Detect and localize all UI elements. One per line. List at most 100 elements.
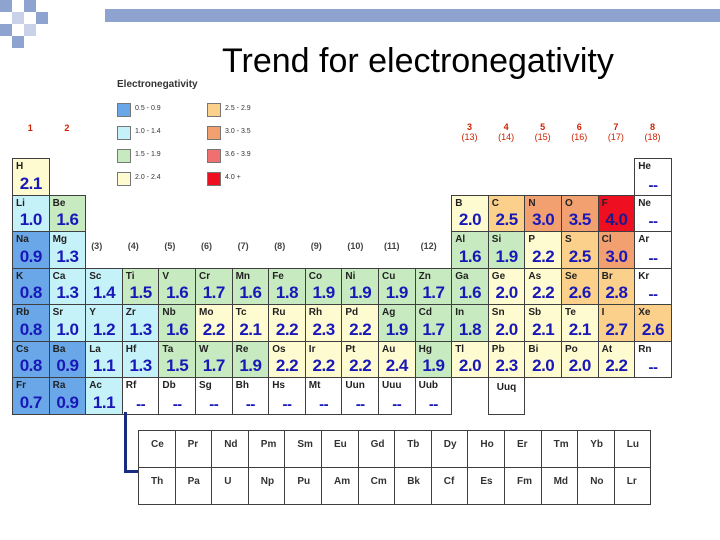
element-cell-ag: Ag 1.9 <box>378 304 416 342</box>
group-iupac-number: (15) <box>534 132 551 142</box>
element-symbol: Uuq <box>496 382 517 393</box>
element-cell-sr: Sr 1.0 <box>48 304 87 342</box>
f-block-cell-ho: Ho <box>467 430 505 468</box>
transition-group-label: (11) <box>384 241 400 251</box>
element-symbol: K <box>16 270 24 282</box>
electronegativity-value: 1.6 <box>166 319 189 339</box>
f-block-cell-pa: Pa <box>174 467 213 505</box>
element-cell-li: Li 1.0 <box>12 194 50 232</box>
element-cell-uub: Uub -- <box>414 377 453 415</box>
electronegativity-value: 2.6 <box>568 283 592 302</box>
electronegativity-value: 2.6 <box>641 319 665 339</box>
element-symbol: O <box>565 197 573 209</box>
element-cell-ti: Ti 1.5 <box>121 267 160 305</box>
electronegativity-value: 1.0 <box>19 210 43 229</box>
element-symbol: Es <box>480 476 493 487</box>
slide-title: Trend for electronegativity <box>222 42 614 80</box>
electronegativity-value: -- <box>648 176 658 194</box>
electronegativity-value: 2.2 <box>349 356 372 375</box>
electronegativity-value: 3.0 <box>605 246 628 266</box>
element-cell-h: H 2.1 <box>12 158 50 196</box>
element-cell-hf: Hf 1.3 <box>121 340 160 378</box>
element-symbol: Ge <box>491 270 506 282</box>
electronegativity-value: -- <box>648 359 658 376</box>
element-symbol: Ru <box>272 307 286 318</box>
electronegativity-value: 1.1 <box>92 356 116 375</box>
f-block-cell-no: No <box>577 467 615 505</box>
legend-label: 4.0 + <box>225 174 241 181</box>
element-cell-ga: Ga 1.6 <box>451 267 489 305</box>
electronegativity-value: 2.2 <box>532 246 555 266</box>
f-block-cell-dy: Dy <box>430 430 469 468</box>
element-symbol: Ho <box>480 439 494 450</box>
element-symbol: Ag <box>382 307 396 318</box>
element-symbol: F <box>601 197 608 209</box>
element-cell-fe: Fe 1.8 <box>268 267 306 305</box>
electronegativity-value: 1.6 <box>458 283 482 302</box>
f-block-cell-lu: Lu <box>613 430 652 468</box>
element-symbol: Re <box>235 343 249 355</box>
element-symbol: Ir <box>308 343 316 355</box>
element-symbol: Sn <box>491 307 505 318</box>
element-cell-y: Y 1.2 <box>85 304 123 342</box>
element-symbol: Sm <box>297 439 313 450</box>
legend-swatch <box>207 103 221 117</box>
f-block-cell-th: Th <box>138 467 176 505</box>
legend-swatch <box>207 149 221 163</box>
electronegativity-value: 1.9 <box>385 283 409 302</box>
electronegativity-value: 1.7 <box>202 356 226 375</box>
group-iupac-number: (18) <box>644 132 661 142</box>
element-symbol: Hf <box>125 343 137 355</box>
electronegativity-value: 2.5 <box>568 246 592 266</box>
element-cell-cu: Cu 1.9 <box>378 267 416 305</box>
element-symbol: Sc <box>89 270 102 282</box>
f-block-cell-am: Am <box>321 467 359 505</box>
element-symbol: Th <box>151 476 164 487</box>
element-symbol: Cr <box>199 270 211 282</box>
transition-group-label: (10) <box>347 241 364 251</box>
electronegativity-value: -- <box>648 286 658 303</box>
element-cell-n: N 3.0 <box>524 194 562 232</box>
element-symbol: Nb <box>162 307 176 318</box>
element-cell-o: O 3.5 <box>561 194 599 232</box>
element-cell-sn: Sn 2.0 <box>487 304 526 342</box>
f-block-cell-md: Md <box>540 467 579 505</box>
element-cell-mn: Mn 1.6 <box>231 267 270 305</box>
element-cell-la: La 1.1 <box>85 340 123 378</box>
f-block-cell-fm: Fm <box>504 467 542 505</box>
element-symbol: Si <box>491 234 502 245</box>
electronegativity-value: -- <box>172 395 182 413</box>
transition-group-label: (6) <box>201 241 212 251</box>
element-cell-zr: Zr 1.3 <box>121 304 160 342</box>
element-symbol: Se <box>565 270 578 282</box>
group-label: 3 (13) <box>451 122 488 142</box>
element-cell-cl: Cl 3.0 <box>597 231 636 269</box>
element-symbol: Ni <box>345 270 356 282</box>
element-cell-cs: Cs 0.8 <box>12 340 50 378</box>
electronegativity-value: 2.1 <box>239 319 262 339</box>
group-label: 6 (16) <box>561 122 598 142</box>
element-symbol: Ta <box>162 343 174 355</box>
element-symbol: Rh <box>308 307 323 318</box>
element-symbol: Hg <box>418 343 432 355</box>
electronegativity-value: 1.5 <box>166 356 189 375</box>
element-symbol: Fm <box>517 476 532 487</box>
legend-label: 1.5 - 1.9 <box>135 151 161 158</box>
electronegativity-value: 0.7 <box>19 392 43 412</box>
element-symbol: Ce <box>151 439 164 450</box>
element-cell-ir: Ir 2.2 <box>304 340 343 378</box>
f-block-cell-eu: Eu <box>321 430 359 468</box>
electronegativity-value: 2.3 <box>495 356 519 375</box>
f-block-cell-pm: Pm <box>247 430 286 468</box>
corner-decoration <box>0 0 110 48</box>
element-cell-al: Al 1.6 <box>451 231 489 269</box>
element-symbol: Tm <box>553 439 569 450</box>
element-cell-w: W 1.7 <box>195 340 233 378</box>
element-symbol: Uub <box>418 380 439 391</box>
group-number: 7 <box>613 122 619 132</box>
element-cell-re: Re 1.9 <box>231 340 270 378</box>
electronegativity-value: 2.0 <box>495 283 519 302</box>
element-symbol: W <box>199 343 209 355</box>
f-block-cell-tb: Tb <box>394 430 432 468</box>
element-symbol: No <box>590 476 604 487</box>
